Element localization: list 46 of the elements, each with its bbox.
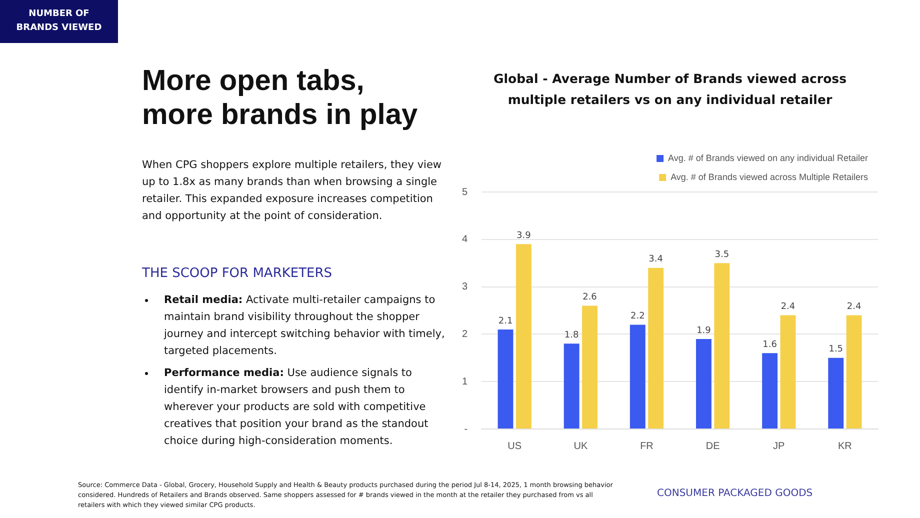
data-label: 3.5 [714, 250, 730, 260]
data-label: 2.1 [498, 316, 513, 326]
text: Performance media: Use audience signals to identify in-market browsers and push them to wherever your products are sold with competitive creatives that position your brand as the standout choice during high-consideration moments. [163, 366, 430, 449]
x-tick-label: JP [773, 440, 786, 452]
data-label: 1.5 [828, 344, 844, 355]
bar [846, 315, 862, 428]
bar [714, 263, 730, 428]
text: Retail media: Activate multi-retailer campaigns to maintain brand visibility throughout the shopper journey and intercept switching behavior with timely, targeted placements. [162, 293, 446, 359]
text: NUMBER OF BRANDS VIEWED [0, 0, 118, 43]
text: CONSUMER PACKAGED GOODS [657, 488, 813, 499]
x-tick-label: US [508, 440, 522, 452]
data-label: 2.2 [630, 312, 645, 322]
y-tick-label: - [464, 424, 468, 435]
bar [516, 244, 532, 428]
bar [564, 344, 580, 428]
data-label: 1.8 [564, 330, 580, 341]
y-tick-label: 2 [462, 328, 468, 340]
y-tick-label: 3 [462, 282, 468, 293]
bar [762, 353, 778, 428]
bar [828, 358, 844, 428]
data-label: 1.6 [762, 340, 778, 350]
bar [780, 315, 796, 428]
bar [648, 268, 664, 428]
text: When CPG shoppers explore multiple retailers, they view up to 1.8x as many brands than when browsing a single retailer. This expanded exposure increases competition and opportunity at the point of consideration. [142, 158, 442, 224]
data-label: 2.4 [846, 302, 862, 312]
data-label: 1.9 [696, 326, 712, 336]
chart-title: Global - Average Number of Brands viewed across multiple retailers vs on any individual retailer [492, 70, 848, 109]
bar [582, 306, 598, 428]
y-tick-label: 1 [462, 376, 468, 388]
legend-label: Avg. # of Brands viewed on any individual Retailer [668, 152, 868, 163]
bar [498, 329, 514, 428]
bar [630, 324, 646, 428]
text: THE SCOOP FOR MARKETERS [142, 266, 332, 281]
x-tick-label: KR [838, 440, 852, 452]
data-label: 2.4 [780, 302, 796, 312]
data-label: 2.6 [582, 292, 598, 303]
data-label: 3.9 [516, 230, 532, 241]
x-tick-label: DE [706, 440, 720, 452]
legend-label: Avg. # of Brands viewed across Multiple Retailers [670, 172, 868, 182]
y-tick-label: 5 [462, 186, 468, 198]
x-tick-label: FR [640, 440, 654, 452]
text: More open tabs, more brands in play [142, 64, 419, 132]
data-label: 3.4 [648, 254, 664, 265]
bar [696, 338, 712, 428]
y-tick-label: 4 [462, 234, 468, 246]
x-tick-label: UK [574, 440, 588, 452]
